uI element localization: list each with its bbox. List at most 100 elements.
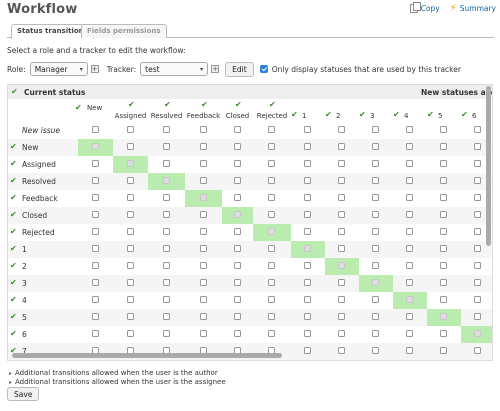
transition-checkbox[interactable]	[200, 330, 207, 337]
transition-checkbox[interactable]	[474, 296, 481, 303]
row-check-icon[interactable]: ✔	[10, 346, 17, 355]
transition-checkbox[interactable]	[92, 262, 99, 269]
transition-checkbox[interactable]	[406, 194, 413, 201]
transition-checkbox[interactable]	[440, 177, 447, 184]
transition-checkbox[interactable]	[200, 262, 207, 269]
transition-checkbox[interactable]	[372, 177, 379, 184]
transition-checkbox[interactable]	[440, 330, 447, 337]
transition-checkbox[interactable]	[234, 330, 241, 337]
transition-checkbox[interactable]	[163, 330, 170, 337]
transition-checkbox[interactable]	[268, 160, 275, 167]
transition-checkbox[interactable]	[234, 245, 241, 252]
transition-checkbox[interactable]	[200, 245, 207, 252]
transition-checkbox[interactable]	[304, 228, 311, 235]
horizontal-scrollbar[interactable]	[12, 353, 282, 358]
transition-checkbox[interactable]	[406, 126, 413, 133]
transition-checkbox[interactable]	[234, 126, 241, 133]
row-check-icon[interactable]: ✔	[10, 159, 17, 168]
transition-checkbox[interactable]	[163, 313, 170, 320]
transition-checkbox[interactable]	[372, 347, 379, 354]
transition-checkbox[interactable]	[406, 177, 413, 184]
column-check-icon[interactable]: ✔	[235, 100, 242, 109]
transition-checkbox[interactable]	[268, 279, 275, 286]
column-check-icon[interactable]: ✔	[128, 100, 135, 109]
transition-checkbox[interactable]	[127, 330, 134, 337]
transition-checkbox[interactable]	[127, 194, 134, 201]
row-check-icon[interactable]: ✔	[10, 329, 17, 338]
transition-checkbox[interactable]	[440, 194, 447, 201]
transition-checkbox[interactable]	[92, 194, 99, 201]
transition-checkbox[interactable]	[92, 313, 99, 320]
transition-checkbox[interactable]	[440, 160, 447, 167]
tab-fields-permissions[interactable]: Fields permissions	[81, 24, 167, 38]
transition-checkbox[interactable]	[372, 296, 379, 303]
transition-checkbox[interactable]	[304, 262, 311, 269]
transition-checkbox[interactable]	[234, 262, 241, 269]
transition-checkbox[interactable]	[268, 330, 275, 337]
transition-checkbox[interactable]	[92, 211, 99, 218]
transition-checkbox[interactable]	[92, 296, 99, 303]
transition-checkbox[interactable]	[234, 296, 241, 303]
transition-checkbox[interactable]	[372, 228, 379, 235]
transition-checkbox[interactable]	[92, 228, 99, 235]
transition-checkbox[interactable]	[474, 262, 481, 269]
transition-checkbox[interactable]	[163, 126, 170, 133]
transition-checkbox[interactable]	[92, 160, 99, 167]
transition-checkbox[interactable]	[372, 313, 379, 320]
transition-checkbox[interactable]	[338, 194, 345, 201]
transition-checkbox[interactable]	[92, 330, 99, 337]
transition-checkbox[interactable]	[304, 279, 311, 286]
transition-checkbox[interactable]	[440, 245, 447, 252]
transition-checkbox[interactable]	[304, 330, 311, 337]
row-check-icon[interactable]: ✔	[10, 142, 17, 151]
transition-checkbox[interactable]	[234, 194, 241, 201]
transition-checkbox[interactable]	[372, 262, 379, 269]
transition-checkbox[interactable]	[406, 313, 413, 320]
transition-checkbox[interactable]	[406, 143, 413, 150]
transition-checkbox[interactable]	[406, 211, 413, 218]
transition-checkbox[interactable]	[163, 160, 170, 167]
role-expand-icon[interactable]: +	[90, 65, 99, 73]
transition-checkbox[interactable]	[268, 245, 275, 252]
transition-checkbox[interactable]	[92, 279, 99, 286]
transition-checkbox[interactable]	[163, 296, 170, 303]
transition-checkbox[interactable]	[92, 177, 99, 184]
edit-button[interactable]: Edit	[225, 61, 254, 77]
assignee-transitions-toggle[interactable]: ▸ Additional transitions allowed when th…	[9, 378, 226, 386]
transition-checkbox[interactable]	[338, 143, 345, 150]
transition-checkbox[interactable]	[372, 245, 379, 252]
transition-checkbox[interactable]	[440, 143, 447, 150]
transition-checkbox[interactable]	[200, 228, 207, 235]
transition-checkbox[interactable]	[304, 347, 311, 354]
transition-checkbox[interactable]	[338, 211, 345, 218]
transition-checkbox[interactable]	[474, 228, 481, 235]
transition-checkbox[interactable]	[304, 211, 311, 218]
tracker-select[interactable]: test ▾	[140, 62, 209, 76]
transition-checkbox[interactable]	[127, 177, 134, 184]
transition-checkbox[interactable]	[338, 177, 345, 184]
transition-checkbox[interactable]	[440, 296, 447, 303]
transition-checkbox[interactable]	[372, 211, 379, 218]
column-check-icon[interactable]: ✔	[461, 110, 468, 119]
transition-checkbox[interactable]	[127, 296, 134, 303]
copy-link[interactable]: Copy	[409, 2, 440, 13]
row-check-icon[interactable]: ✔	[10, 295, 17, 304]
transition-checkbox[interactable]	[268, 296, 275, 303]
row-check-icon[interactable]: ✔	[10, 312, 17, 321]
transition-checkbox[interactable]	[338, 330, 345, 337]
transition-checkbox[interactable]	[200, 177, 207, 184]
transition-checkbox[interactable]	[200, 296, 207, 303]
transition-checkbox[interactable]	[268, 177, 275, 184]
transition-checkbox[interactable]	[234, 279, 241, 286]
transition-checkbox[interactable]	[440, 211, 447, 218]
column-check-icon[interactable]: ✔	[393, 110, 400, 119]
transition-checkbox[interactable]	[268, 194, 275, 201]
transition-checkbox[interactable]	[163, 143, 170, 150]
transition-checkbox[interactable]	[304, 194, 311, 201]
transition-checkbox[interactable]	[127, 262, 134, 269]
save-button[interactable]: Save	[7, 387, 40, 401]
transition-checkbox[interactable]	[304, 177, 311, 184]
row-check-icon[interactable]: ✔	[10, 193, 17, 202]
transition-checkbox[interactable]	[372, 160, 379, 167]
transition-checkbox[interactable]	[127, 228, 134, 235]
